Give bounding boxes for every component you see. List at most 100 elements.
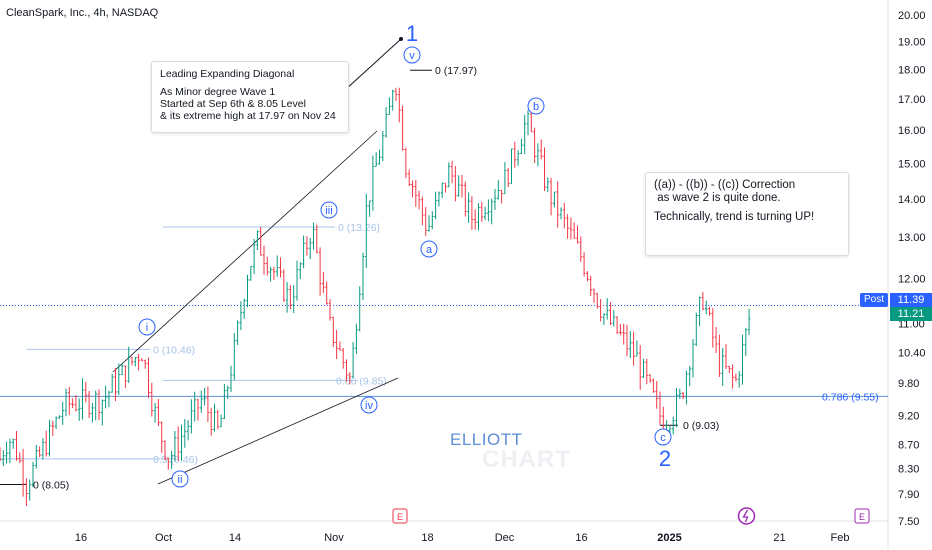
fib-level-label: 0.66 (9.85) [336, 375, 387, 387]
ohlc-bar [147, 357, 150, 398]
earnings-marker-box [392, 508, 408, 524]
ohlc-bar [305, 236, 309, 256]
ohlc-bar [338, 341, 342, 351]
ohlc-bar [724, 344, 728, 369]
ohlc-bar [38, 446, 41, 458]
ohlc-bar [236, 320, 239, 346]
ohlc-bar [510, 148, 513, 184]
ohlc-bar [586, 271, 589, 282]
last-price-tag: 11.21 [890, 307, 932, 321]
ohlc-bar [127, 346, 130, 383]
ohlc-bar [384, 106, 388, 138]
ohlc-bar [262, 245, 266, 275]
ohlc-bar [605, 298, 609, 320]
ohlc-bar [332, 316, 335, 348]
ohlc-bar [68, 387, 71, 415]
ohlc-bar [487, 199, 490, 222]
price-tick-label: 18.00 [898, 64, 926, 76]
ohlc-bar [170, 450, 173, 469]
price-tick-label: 8.70 [898, 439, 919, 451]
ohlc-bar [424, 207, 427, 236]
ohlc-bar [721, 347, 724, 386]
note-correction[interactable]: ((a)) - ((b)) - ((c)) Correction as wave… [645, 172, 849, 256]
ohlc-bar [345, 359, 348, 382]
ohlc-bar [556, 181, 559, 228]
ohlc-bar [173, 431, 177, 462]
ohlc-bar [54, 416, 58, 430]
ohlc-bar [576, 225, 579, 244]
ohlc-bar [427, 215, 431, 232]
note-line: as wave 2 is quite done. [654, 192, 781, 204]
watermark-chart: CHART [482, 446, 571, 473]
ohlc-bar [48, 419, 51, 457]
ohlc-bar [289, 285, 292, 310]
time-tick-label: 21 [773, 532, 785, 544]
ohlc-bar [711, 308, 715, 348]
ohlc-bar [213, 403, 216, 432]
ohlc-bar [648, 374, 652, 383]
ohlc-bar [77, 398, 81, 421]
price-bars [0, 87, 751, 507]
ohlc-bar [411, 180, 414, 198]
fib-level-label: 0.5 (8.46) [153, 454, 198, 466]
ohlc-bar [292, 285, 295, 314]
ohlc-bar [549, 177, 553, 216]
ohlc-bar [335, 330, 338, 359]
ohlc-bar [493, 189, 497, 210]
ohlc-bar [625, 324, 629, 357]
ohlc-bar [341, 347, 345, 369]
fib-level-label: 0.786 (9.55) [822, 391, 879, 403]
ohlc-bar [480, 201, 484, 222]
ohlc-bar [671, 416, 675, 435]
ohlc-bar [572, 222, 576, 239]
price-tick-label: 7.50 [898, 516, 919, 528]
ohlc-bar [437, 191, 441, 207]
ohlc-bar [1, 450, 5, 467]
ohlc-bar [612, 310, 616, 327]
ohlc-bar [513, 141, 517, 168]
ohlc-bar [176, 426, 180, 461]
ohlc-bar [497, 179, 500, 200]
wave-label-a: a [426, 244, 433, 256]
ohlc-bar [533, 127, 536, 163]
price-tick-label: 15.00 [898, 158, 926, 170]
note-leading-diagonal[interactable]: Leading Expanding Diagonal As Minor degr… [151, 61, 349, 133]
ohlc-bar [678, 388, 682, 399]
ohlc-bar [117, 363, 121, 395]
ohlc-bar [506, 168, 510, 188]
ohlc-bar [566, 214, 569, 239]
note-line: ((a)) - ((b)) - ((c)) Correction [654, 179, 796, 191]
ohlc-bar [718, 334, 721, 377]
price-tick-label: 9.20 [898, 411, 919, 423]
ohlc-bar [134, 356, 137, 367]
note-pointer-dot [399, 37, 403, 41]
ohlc-bar [747, 308, 751, 336]
ohlc-bar [140, 358, 144, 362]
ohlc-bar [421, 196, 424, 226]
wave-label-c: c [660, 432, 666, 444]
ohlc-bar [645, 358, 649, 385]
ohlc-bar [209, 407, 213, 436]
time-tick-label: 2025 [657, 532, 681, 544]
ohlc-bar [160, 421, 163, 453]
ohlc-bar [71, 398, 74, 409]
price-tick-label: 16.00 [898, 125, 926, 137]
ohlc-bar [728, 366, 731, 374]
ohlc-bar [704, 300, 708, 315]
note-line: Technically, trend is turning UP! [654, 211, 815, 223]
time-tick-label: 16 [575, 532, 587, 544]
price-tick-label: 13.00 [898, 232, 926, 244]
ohlc-bar [734, 373, 738, 382]
ohlc-bar [104, 385, 107, 409]
ohlc-bar [229, 365, 233, 392]
ohlc-bar [318, 247, 322, 296]
ohlc-bar [124, 365, 127, 389]
ohlc-bar [312, 222, 315, 250]
ohlc-bar [516, 150, 520, 166]
ohlc-bar [275, 255, 279, 277]
ohlc-bar [87, 390, 91, 419]
ohlc-bar [394, 87, 398, 101]
time-tick-label: Feb [831, 532, 850, 544]
ohlc-bar [737, 371, 741, 388]
